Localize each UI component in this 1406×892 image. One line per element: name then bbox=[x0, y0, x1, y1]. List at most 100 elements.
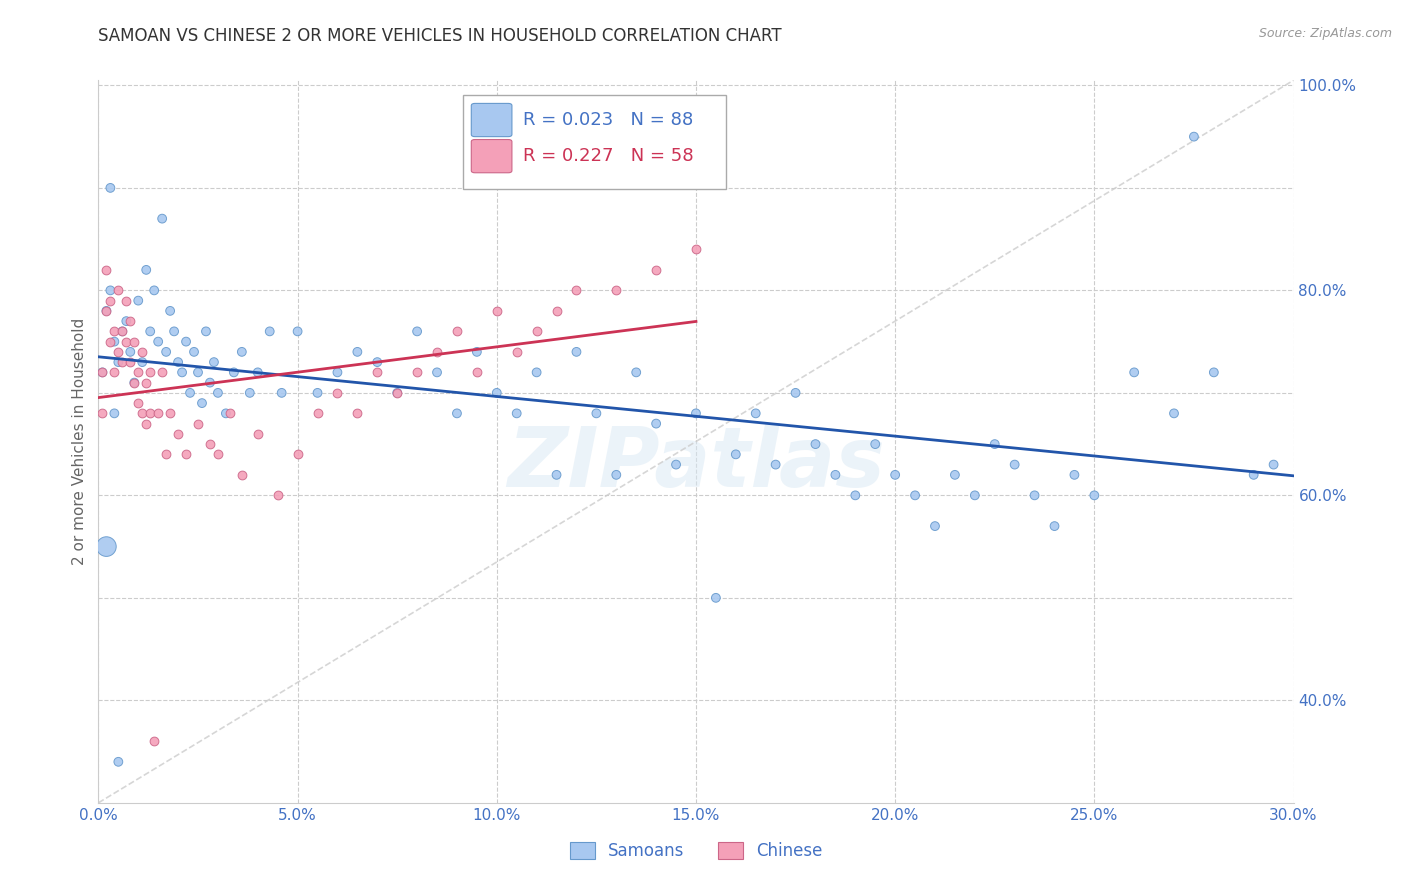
Point bbox=[155, 447, 177, 461]
Point bbox=[202, 355, 225, 369]
Point bbox=[685, 406, 707, 420]
Point bbox=[485, 304, 508, 318]
Point bbox=[179, 385, 201, 400]
Point bbox=[565, 344, 588, 359]
Text: Source: ZipAtlas.com: Source: ZipAtlas.com bbox=[1258, 27, 1392, 40]
Point bbox=[1243, 467, 1265, 482]
Point bbox=[174, 447, 197, 461]
Point bbox=[131, 344, 153, 359]
Point bbox=[148, 406, 170, 420]
Point bbox=[124, 376, 146, 390]
Point bbox=[270, 385, 292, 400]
Point bbox=[115, 334, 138, 349]
Point bbox=[506, 344, 529, 359]
Point bbox=[884, 467, 907, 482]
Point bbox=[1083, 488, 1105, 502]
Point bbox=[844, 488, 866, 502]
Point bbox=[984, 437, 1007, 451]
Point bbox=[187, 365, 209, 379]
Point bbox=[96, 263, 118, 277]
Point bbox=[111, 324, 134, 338]
Point bbox=[287, 447, 309, 461]
Point bbox=[135, 263, 157, 277]
Point bbox=[239, 385, 262, 400]
Point bbox=[163, 324, 186, 338]
Point bbox=[159, 304, 181, 318]
Point bbox=[91, 406, 114, 420]
Point bbox=[103, 324, 125, 338]
Point bbox=[111, 355, 134, 369]
Point bbox=[91, 365, 114, 379]
Point bbox=[565, 284, 588, 298]
Point bbox=[506, 406, 529, 420]
Point bbox=[1043, 519, 1066, 533]
Point bbox=[645, 417, 668, 431]
Point bbox=[98, 293, 122, 308]
Point bbox=[526, 365, 548, 379]
Point bbox=[406, 365, 429, 379]
FancyBboxPatch shape bbox=[463, 95, 725, 189]
Point bbox=[526, 324, 548, 338]
Point bbox=[96, 304, 118, 318]
Point bbox=[183, 344, 205, 359]
Point bbox=[326, 385, 349, 400]
Point bbox=[222, 365, 245, 379]
Point bbox=[446, 324, 468, 338]
Point bbox=[127, 293, 149, 308]
Point bbox=[665, 458, 688, 472]
Y-axis label: 2 or more Vehicles in Household: 2 or more Vehicles in Household bbox=[72, 318, 87, 566]
Point bbox=[246, 365, 269, 379]
Point bbox=[267, 488, 290, 502]
Point bbox=[546, 304, 568, 318]
Point bbox=[465, 344, 488, 359]
Point bbox=[804, 437, 827, 451]
Point bbox=[485, 385, 508, 400]
Point bbox=[107, 755, 129, 769]
Point bbox=[172, 365, 194, 379]
Point bbox=[385, 385, 409, 400]
Point bbox=[107, 355, 129, 369]
Point bbox=[143, 284, 166, 298]
Point bbox=[1123, 365, 1146, 379]
Point bbox=[124, 334, 146, 349]
Point bbox=[150, 365, 173, 379]
Point bbox=[127, 396, 149, 410]
Legend: Samoans, Chinese: Samoans, Chinese bbox=[562, 835, 830, 867]
Point bbox=[1024, 488, 1046, 502]
Point bbox=[685, 243, 707, 257]
Point bbox=[307, 406, 329, 420]
Point bbox=[963, 488, 986, 502]
Point bbox=[231, 467, 253, 482]
Point bbox=[346, 344, 368, 359]
Point bbox=[426, 344, 449, 359]
Point bbox=[385, 385, 409, 400]
Point bbox=[198, 376, 221, 390]
Point bbox=[446, 406, 468, 420]
Point bbox=[131, 355, 153, 369]
Point bbox=[120, 344, 142, 359]
Point bbox=[120, 314, 142, 328]
Point bbox=[195, 324, 218, 338]
Point bbox=[124, 376, 146, 390]
Point bbox=[148, 334, 170, 349]
Point bbox=[96, 304, 118, 318]
Point bbox=[546, 467, 568, 482]
Point bbox=[366, 365, 388, 379]
Point bbox=[207, 447, 229, 461]
Point bbox=[167, 426, 190, 441]
Point bbox=[107, 344, 129, 359]
Point bbox=[174, 334, 197, 349]
Point bbox=[426, 365, 449, 379]
Point bbox=[103, 334, 125, 349]
Point bbox=[135, 417, 157, 431]
Text: R = 0.227   N = 58: R = 0.227 N = 58 bbox=[523, 147, 693, 165]
Point bbox=[215, 406, 238, 420]
Point bbox=[605, 284, 627, 298]
Point bbox=[1263, 458, 1285, 472]
Point bbox=[98, 181, 122, 195]
Point bbox=[704, 591, 727, 605]
Point bbox=[865, 437, 887, 451]
Point bbox=[765, 458, 787, 472]
Text: ZIPatlas: ZIPatlas bbox=[508, 423, 884, 504]
Point bbox=[219, 406, 242, 420]
